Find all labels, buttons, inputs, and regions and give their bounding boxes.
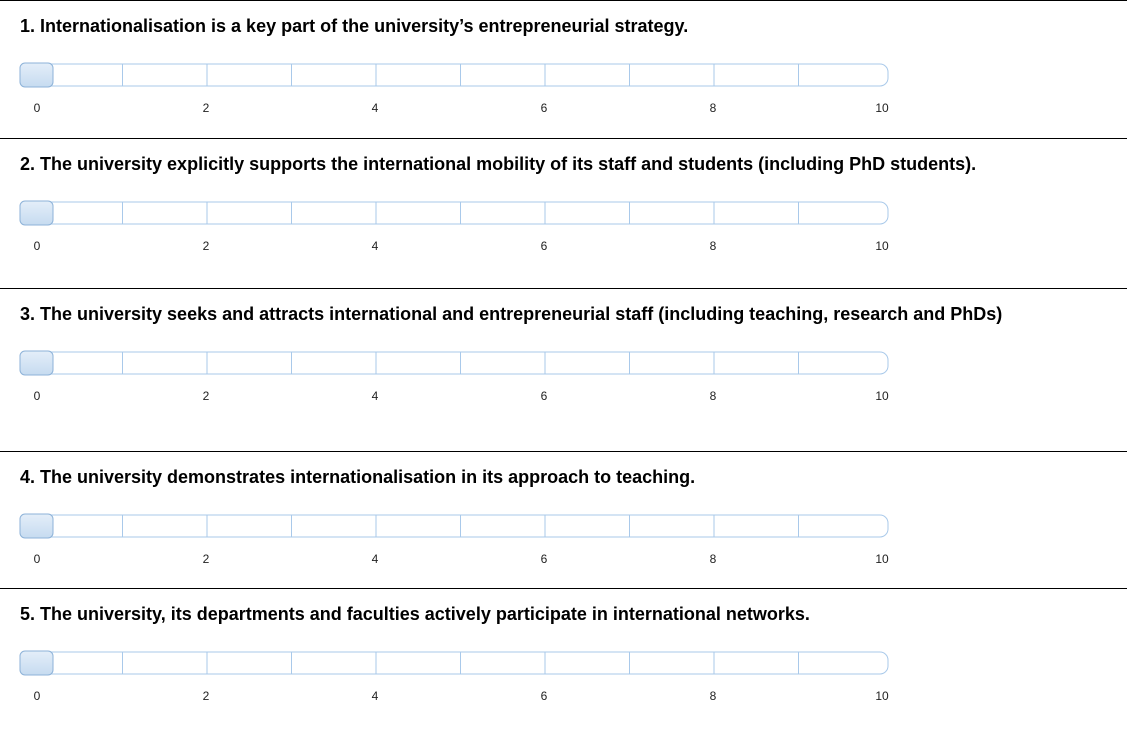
scale-label: 10 bbox=[875, 101, 889, 115]
slider[interactable]: 0 2 4 6 8 10 bbox=[0, 636, 900, 706]
scale-label: 6 bbox=[541, 239, 548, 253]
scale-label: 6 bbox=[541, 689, 548, 703]
scale-label: 2 bbox=[203, 239, 210, 253]
scale-label: 0 bbox=[34, 101, 41, 115]
scale-label: 0 bbox=[34, 689, 41, 703]
scale-label: 2 bbox=[203, 389, 210, 403]
slider[interactable]: 0 2 4 6 8 10 bbox=[0, 336, 900, 406]
question: 4. The university demonstrates internati… bbox=[0, 451, 1127, 588]
scale-label: 8 bbox=[710, 552, 717, 566]
scale-label: 2 bbox=[203, 101, 210, 115]
question-text: 5. The university, its departments and f… bbox=[20, 604, 810, 624]
scale-label: 0 bbox=[34, 552, 41, 566]
slider-handle[interactable] bbox=[19, 513, 54, 539]
slider-handle[interactable] bbox=[19, 350, 54, 376]
scale-label: 8 bbox=[710, 101, 717, 115]
question: 3. The university seeks and attracts int… bbox=[0, 288, 1127, 451]
scale-label: 8 bbox=[710, 239, 717, 253]
scale-label: 4 bbox=[372, 239, 379, 253]
scale-label: 0 bbox=[34, 389, 41, 403]
scale-label: 4 bbox=[372, 389, 379, 403]
slider-track bbox=[19, 651, 889, 675]
question: 1. Internationalisation is a key part of… bbox=[0, 0, 1127, 138]
question: 2. The university explicitly supports th… bbox=[0, 138, 1127, 288]
scale-label: 8 bbox=[710, 389, 717, 403]
slider-track bbox=[19, 351, 889, 375]
question-text: 2. The university explicitly supports th… bbox=[20, 154, 977, 174]
question-text: 4. The university demonstrates internati… bbox=[20, 467, 696, 487]
slider[interactable]: 0 2 4 6 8 10 bbox=[0, 499, 900, 569]
slider-track bbox=[19, 514, 889, 538]
scale-label: 10 bbox=[875, 689, 889, 703]
scale-label: 4 bbox=[372, 552, 379, 566]
slider[interactable]: 0 2 4 6 8 10 bbox=[0, 186, 900, 256]
scale-label: 10 bbox=[875, 552, 889, 566]
slider-handle[interactable] bbox=[19, 62, 54, 88]
slider-handle[interactable] bbox=[19, 650, 54, 676]
question: 5. The university, its departments and f… bbox=[0, 588, 1127, 736]
scale-label: 0 bbox=[34, 239, 41, 253]
scale-label: 8 bbox=[710, 689, 717, 703]
slider-track bbox=[19, 201, 889, 225]
scale-label: 2 bbox=[203, 552, 210, 566]
slider[interactable]: 0 2 4 6 8 10 bbox=[0, 48, 900, 118]
scale-label: 4 bbox=[372, 689, 379, 703]
slider-track bbox=[19, 63, 889, 87]
scale-label: 4 bbox=[372, 101, 379, 115]
scale-label: 2 bbox=[203, 689, 210, 703]
scale-label: 6 bbox=[541, 552, 548, 566]
scale-label: 10 bbox=[875, 389, 889, 403]
scale-label: 6 bbox=[541, 101, 548, 115]
slider-handle[interactable] bbox=[19, 200, 54, 226]
question-text: 1. Internationalisation is a key part of… bbox=[20, 16, 689, 36]
scale-label: 6 bbox=[541, 389, 548, 403]
scale-label: 10 bbox=[875, 239, 889, 253]
question-text: 3. The university seeks and attracts int… bbox=[20, 304, 1003, 324]
